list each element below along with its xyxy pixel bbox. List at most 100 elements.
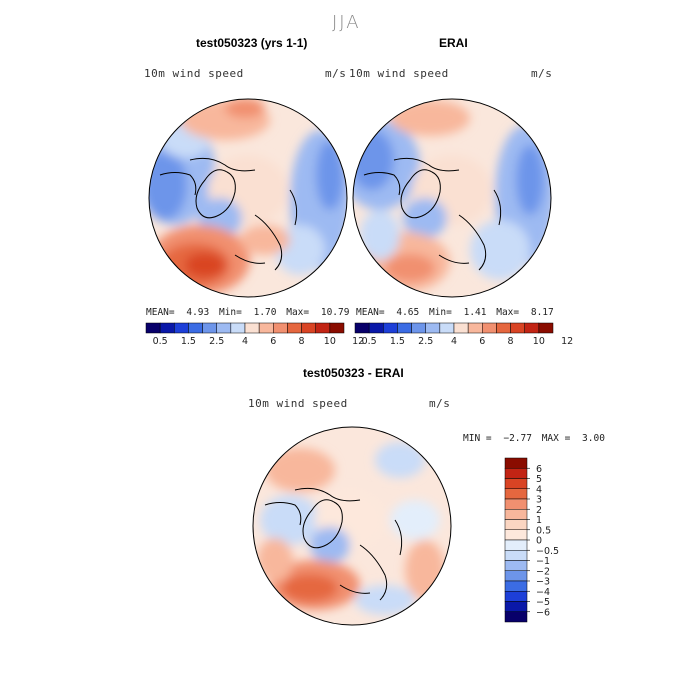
panel2-colorbar-swatch: [354, 322, 370, 334]
panel2-colorbar-tick-label: 4: [451, 336, 457, 347]
panel3-colorbar-tick-label: 3: [536, 495, 542, 506]
panel2-colorbar-swatch: [467, 322, 483, 334]
panel2-units-label: m/s: [531, 67, 553, 80]
panel3-max-value: 3.00: [582, 433, 605, 444]
panel1-stats: MEAN= 4.93 Min= 1.70 Max= 10.79: [146, 307, 349, 318]
panel2-max-value: 8.17: [530, 307, 554, 318]
panel1-colorbar-swatch: [216, 322, 232, 334]
panel2-title: ERAI: [439, 36, 468, 50]
panel1-colorbar-tick-label: 4: [242, 336, 248, 347]
panel2-colorbar-swatch: [439, 322, 455, 334]
panel3-max-label: MAX =: [541, 433, 571, 444]
panel3-colorbar-swatch: [504, 498, 528, 510]
panel1-map: [148, 98, 348, 298]
panel1-colorbar-tick-label: 8: [299, 336, 305, 347]
panel2-variable-label: 10m wind speed: [349, 67, 449, 80]
panel2-colorbar-swatch: [453, 322, 469, 334]
panel3-variable-label: 10m wind speed: [248, 397, 348, 410]
panel3-units-label: m/s: [429, 397, 451, 410]
panel2-colorbar-tick-label: 10: [533, 336, 545, 347]
panel3-min-value: −2.77: [503, 433, 532, 444]
panel3-colorbar-tick-label: 0: [536, 536, 542, 547]
panel1-colorbar-swatch: [244, 322, 260, 334]
panel1-colorbar-tick-label: 6: [270, 336, 276, 347]
panel3-colorbar-swatch: [504, 601, 528, 612]
panel3-map: [252, 426, 452, 626]
panel1-colorbar-swatch: [202, 322, 217, 334]
panel3-colorbar-tick-label: 2: [536, 505, 542, 516]
panel3-colorbar-tick-label: 4: [536, 484, 542, 495]
panel1-mean-label: MEAN=: [146, 307, 175, 318]
panel2-colorbar-tick-label: 2.5: [418, 336, 433, 347]
panel2-colorbar-swatch: [510, 322, 525, 334]
panel3-colorbar-tick-label: −3: [536, 577, 550, 588]
panel3-colorbar-tick-label: −6: [536, 607, 550, 618]
panel2-colorbar-swatch: [496, 322, 511, 334]
panel3-colorbar-swatch: [504, 509, 528, 520]
panel2-colorbar-tick-label: 1.5: [390, 336, 405, 347]
panel2-colorbar-swatch: [368, 322, 384, 334]
panel1-min-value: 1.70: [253, 307, 277, 318]
panel1-colorbar-swatch: [315, 322, 331, 334]
panel1-colorbar: 0.5 1.5 2.5 4 6 8 10 12: [145, 322, 364, 347]
panel3-stats: MIN = −2.77 MAX = 3.00: [463, 433, 605, 444]
panel1-colorbar-swatch: [174, 322, 189, 334]
panel2-stats: MEAN= 4.65 Min= 1.41 Max= 8.17: [356, 307, 554, 318]
panel3-colorbar-tick-label: 5: [536, 474, 542, 485]
panel3-colorbar-swatch: [504, 529, 528, 541]
panel2-colorbar-swatch: [538, 322, 554, 334]
panel1-colorbar-swatch: [329, 322, 345, 334]
panel3-colorbar-tick-label: 6: [536, 464, 542, 475]
panel3-colorbar-tick-label: −0.5: [536, 546, 559, 557]
panel2-min-label: Min=: [428, 307, 452, 318]
panel1-min-label: Min=: [218, 307, 242, 318]
panel3-colorbar-swatch: [504, 478, 528, 489]
panel2-colorbar: 0.5 1.5 2.5 4 6 8 10 12: [354, 322, 573, 347]
panel2-colorbar-swatch: [397, 322, 412, 334]
panel3-colorbar-swatch: [504, 519, 528, 530]
panel2-colorbar-tick-label: 8: [508, 336, 514, 347]
panel1-variable-label: 10m wind speed: [144, 67, 244, 80]
panel3-colorbar-swatch: [504, 580, 528, 592]
panel3-colorbar-swatch: [504, 468, 528, 479]
panel1-mean-value: 4.93: [186, 307, 210, 318]
panel3-colorbar-swatch: [504, 570, 528, 582]
panel1-colorbar-tick-label: 12: [352, 336, 364, 347]
panel1-max-label: Max=: [286, 307, 310, 318]
panel3-colorbar-tick-label: −1: [536, 556, 550, 567]
panel2-min-value: 1.41: [463, 307, 487, 318]
panel3-colorbar-swatch: [504, 457, 528, 469]
panel2-colorbar-tick-label: 6: [479, 336, 485, 347]
panel1-colorbar-swatch: [287, 322, 302, 334]
panel2-colorbar-swatch: [524, 322, 540, 334]
panel1-colorbar-swatch: [159, 322, 175, 334]
panel3-colorbar-tick-label: 1: [536, 515, 542, 526]
panel1-colorbar-tick-label: 1.5: [181, 336, 196, 347]
panel2-mean-label: MEAN=: [356, 307, 385, 318]
panel3-min-label: MIN =: [463, 433, 492, 444]
panel2-max-label: Max=: [496, 307, 520, 318]
panel2-colorbar-swatch: [482, 322, 497, 334]
panel2-colorbar-swatch: [411, 322, 426, 334]
panel3-colorbar-swatch: [504, 550, 528, 561]
panel2-mean-value: 4.65: [396, 307, 420, 318]
panel3-colorbar-swatch: [504, 488, 528, 500]
panel3-colorbar-swatch: [504, 539, 528, 551]
panel1-title: test050323 (yrs 1-1): [196, 36, 308, 50]
panel1-colorbar-swatch: [145, 322, 161, 334]
panel1-colorbar-swatch: [230, 322, 246, 334]
figure-title: JJA: [332, 12, 361, 33]
panel3-colorbar-swatch: [504, 560, 528, 571]
panel1-colorbar-swatch: [188, 322, 203, 334]
panel1-colorbar-swatch: [301, 322, 316, 334]
panel1-colorbar-tick-label: 0.5: [153, 336, 168, 347]
panel2-colorbar-swatch: [425, 322, 441, 334]
panel3-colorbar-swatch: [504, 611, 528, 623]
panel2-colorbar-tick-label: 0.5: [362, 336, 377, 347]
panel1-colorbar-tick-label: 2.5: [209, 336, 224, 347]
panel2-colorbar-swatch: [383, 322, 398, 334]
panel3-colorbar-tick-label: −2: [536, 566, 550, 577]
panel3-colorbar-swatch: [504, 591, 528, 602]
